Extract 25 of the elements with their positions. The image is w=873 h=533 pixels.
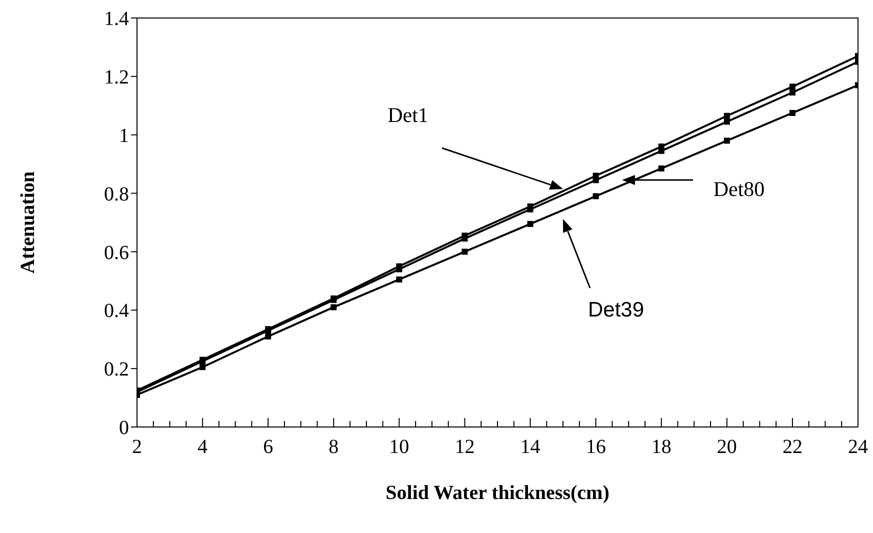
y-tick-label: 1 [119, 124, 129, 147]
y-tick-label: 0 [119, 417, 129, 440]
y-axis-title: Attenuation [17, 171, 40, 274]
y-tick-label: 0.4 [104, 300, 129, 322]
x-tick-label: 18 [651, 436, 672, 458]
x-tick-label: 14 [520, 436, 540, 458]
x-tick-label: 10 [389, 436, 410, 458]
x-tick-label: 6 [263, 436, 274, 458]
y-tick-label: 1.2 [104, 66, 129, 89]
annotation: Det39 [588, 298, 644, 322]
x-axis-title: Solid Water thickness(cm) [386, 482, 610, 504]
x-tick-label: 4 [198, 436, 208, 458]
x-tick-label: 16 [586, 436, 606, 458]
annotation: Det1 [388, 103, 428, 127]
annotation: Det80 [713, 177, 765, 201]
x-tick-label: 12 [454, 436, 475, 458]
y-tick-label: 1.4 [104, 8, 129, 30]
x-tick-label: 2 [132, 436, 142, 458]
x-tick-label: 22 [782, 436, 802, 458]
y-tick-label: 0.2 [104, 358, 129, 381]
x-tick-label: 20 [716, 436, 737, 458]
x-tick-label: 24 [848, 436, 868, 458]
y-tick-label: 0.8 [104, 183, 129, 206]
y-tick-label: 0.6 [104, 242, 129, 264]
x-tick-label: 8 [328, 436, 339, 458]
